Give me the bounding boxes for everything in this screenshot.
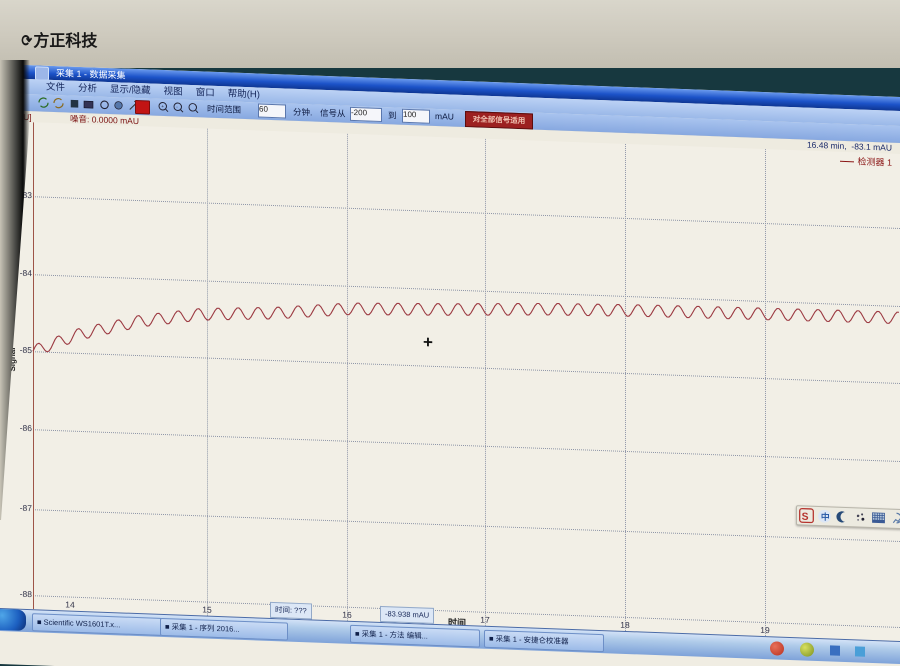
svg-text:-: - <box>176 104 178 109</box>
svg-text:+: + <box>161 104 164 109</box>
